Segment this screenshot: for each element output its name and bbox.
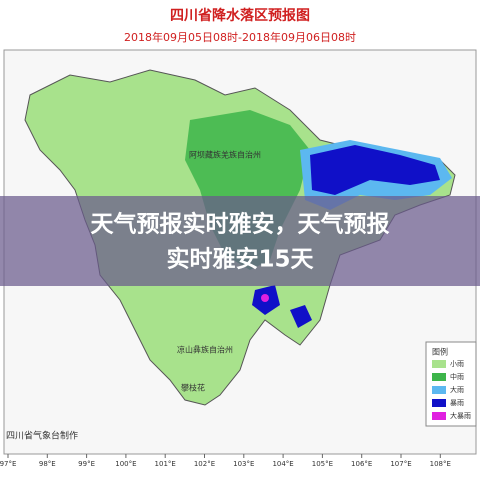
overlay-band xyxy=(0,196,480,286)
legend-label: 小雨 xyxy=(450,359,464,368)
place-label: 阿坝藏族羌族自治州 xyxy=(189,150,261,160)
rainstorm-area-east xyxy=(290,305,312,328)
place-label: 凉山彝族自治州 xyxy=(177,345,233,355)
longitude-label: 104°E xyxy=(272,460,293,468)
longitude-label: 98°E xyxy=(39,460,56,468)
legend-swatch xyxy=(432,360,446,368)
legend-label: 大雨 xyxy=(450,385,464,394)
longitude-label: 105°E xyxy=(312,460,333,468)
map-title: 四川省降水落区预报图 xyxy=(170,7,310,24)
legend-label: 大暴雨 xyxy=(450,411,471,420)
longitude-label: 106°E xyxy=(351,460,372,468)
legend-swatch xyxy=(432,373,446,381)
place-label: 攀枝花 xyxy=(181,383,205,393)
longitude-label: 108°E xyxy=(430,460,451,468)
credit: 四川省气象台制作 xyxy=(6,430,78,442)
overlay-text: 天气预报实时雅安，天气预报 xyxy=(91,211,390,238)
longitude-label: 99°E xyxy=(78,460,95,468)
legend-title: 图例 xyxy=(432,347,448,357)
severe-rainstorm-spot xyxy=(261,294,269,302)
rainstorm-area xyxy=(310,145,440,195)
legend-label: 暴雨 xyxy=(450,399,464,407)
overlay-text: 实时雅安15天 xyxy=(166,246,314,273)
longitude-labels: 97°E 98°E 99°E 100°E 101°E 102°E 103°E 104°E 105… xyxy=(0,454,451,468)
longitude-label: 103°E xyxy=(233,460,254,468)
legend-swatch xyxy=(432,386,446,394)
longitude-label: 102°E xyxy=(194,460,215,468)
longitude-label: 101°E xyxy=(155,460,176,468)
legend-swatch xyxy=(432,399,446,407)
longitude-label: 100°E xyxy=(115,460,136,468)
map-subtitle: 2018年09月05日08时-2018年09月06日08时 xyxy=(124,30,356,44)
legend-label: 中雨 xyxy=(450,372,464,381)
legend-swatch xyxy=(432,412,446,420)
longitude-label: 97°E xyxy=(0,460,16,468)
longitude-label: 107°E xyxy=(390,460,411,468)
